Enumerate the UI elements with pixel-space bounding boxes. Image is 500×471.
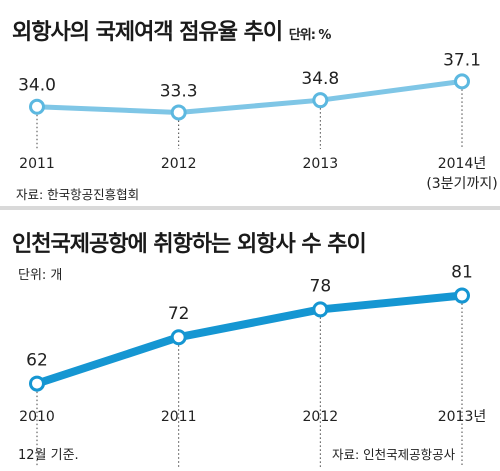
share-point: [312, 92, 329, 109]
share-point: [170, 104, 187, 121]
share-value-label: 37.1: [443, 50, 481, 70]
count-value-label: 62: [26, 351, 48, 371]
share-point: [454, 73, 470, 90]
market-share-source: 자료: 한국항공진흥협회: [16, 187, 140, 202]
count-category-label: 2010: [19, 409, 55, 425]
count-point: [454, 287, 470, 304]
share-category-label: 2013: [303, 156, 339, 172]
airline-count-title: 인천국제공항에 취항하는 외항사 수 추이: [12, 232, 367, 257]
market-share-unit: 단위: %: [288, 28, 332, 43]
airline-count-source: 자료: 인천국제공항공사: [332, 447, 456, 462]
count-value-label: 81: [451, 263, 473, 283]
share-value-label: 34.8: [301, 69, 339, 89]
market-share-title-row: 외항사의 국제여객 점유율 추이 단위: %: [12, 14, 332, 46]
share-category-label: 2012: [161, 156, 197, 172]
count-point: [29, 375, 45, 392]
market-share-chart: 34.0 33.3 34.8 37.1 2011 2012 2013 2014년 (3분기까지): [18, 50, 498, 192]
count-category-label: 2013년: [438, 409, 487, 425]
panel-divider: [0, 206, 500, 210]
share-category-label: 2011: [19, 156, 55, 172]
market-share-panel: 외항사의 국제여객 점유율 추이 단위: % 34.0 33.3 34.8 37.1 2…: [0, 0, 500, 204]
share-category-label: 2014년: [438, 156, 487, 172]
share-series-line: [34, 78, 465, 115]
market-share-title: 외항사의 국제여객 점유율 추이: [12, 20, 283, 45]
airline-count-note: 12월 기준.: [18, 448, 79, 463]
count-value-label: 78: [310, 276, 332, 296]
share-value-label: 34.0: [18, 76, 56, 96]
count-point: [170, 329, 187, 346]
count-point: [312, 301, 329, 318]
count-value-label: 72: [168, 304, 190, 324]
count-series-line: [33, 291, 466, 388]
airline-count-panel: 인천국제공항에 취항하는 외항사 수 추이 단위: 개 62 72 78 81 2010…: [0, 212, 500, 471]
count-category-label: 2011: [161, 409, 197, 425]
airline-count-unit: 단위: 개: [18, 268, 63, 283]
share-point: [29, 98, 45, 115]
count-category-label: 2012: [303, 409, 339, 425]
share-category-sublabel: (3분기까지): [426, 176, 497, 192]
airline-count-chart: 62 72 78 81 2010 2011 2012 2013년: [19, 263, 487, 467]
share-value-label: 33.3: [160, 81, 198, 101]
